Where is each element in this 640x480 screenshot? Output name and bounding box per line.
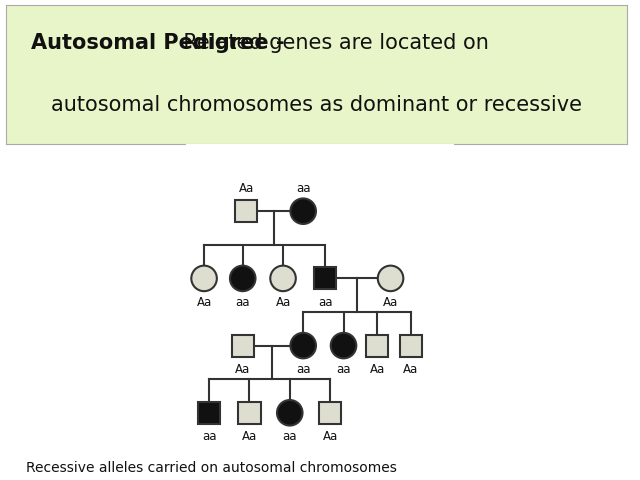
Circle shape: [291, 198, 316, 224]
Text: Aa: Aa: [239, 182, 253, 195]
Text: autosomal chromosomes as dominant or recessive: autosomal chromosomes as dominant or rec…: [51, 95, 582, 115]
Text: Aa: Aa: [323, 430, 338, 443]
Text: aa: aa: [282, 430, 297, 443]
Circle shape: [291, 333, 316, 359]
Bar: [399, 335, 422, 357]
Text: Aa: Aa: [196, 296, 212, 309]
Bar: [314, 267, 336, 289]
Text: Aa: Aa: [275, 296, 291, 309]
Circle shape: [277, 400, 303, 426]
Text: aa: aa: [318, 296, 332, 309]
Text: aa: aa: [296, 182, 310, 195]
Bar: [238, 402, 260, 424]
Text: Autosomal Pedigree -: Autosomal Pedigree -: [31, 33, 292, 53]
Bar: [366, 335, 388, 357]
Circle shape: [191, 265, 217, 291]
Text: aa: aa: [296, 363, 310, 376]
Text: Aa: Aa: [403, 363, 419, 376]
Text: aa: aa: [202, 430, 216, 443]
Circle shape: [230, 265, 255, 291]
Circle shape: [270, 265, 296, 291]
Bar: [235, 200, 257, 222]
Text: Recessive alleles carried on autosomal chromosomes: Recessive alleles carried on autosomal c…: [26, 461, 396, 475]
Text: aa: aa: [236, 296, 250, 309]
Bar: [232, 335, 254, 357]
Circle shape: [378, 265, 403, 291]
Text: Aa: Aa: [235, 363, 250, 376]
Bar: [198, 402, 220, 424]
Bar: [319, 402, 341, 424]
Text: Aa: Aa: [242, 430, 257, 443]
Text: Related genes are located on: Related genes are located on: [31, 33, 489, 53]
Circle shape: [331, 333, 356, 359]
Text: Aa: Aa: [383, 296, 398, 309]
Text: Aa: Aa: [369, 363, 385, 376]
Text: aa: aa: [336, 363, 351, 376]
